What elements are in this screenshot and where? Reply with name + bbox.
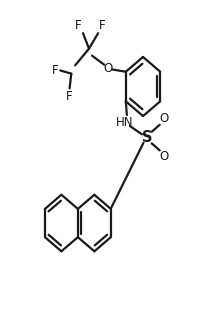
Text: HN: HN (116, 116, 133, 129)
Text: S: S (142, 130, 153, 145)
Text: O: O (159, 150, 168, 163)
Text: F: F (75, 19, 82, 32)
Text: F: F (66, 90, 73, 103)
Text: F: F (99, 19, 106, 32)
Text: F: F (52, 64, 58, 77)
Text: O: O (159, 112, 168, 125)
Text: O: O (103, 62, 113, 75)
